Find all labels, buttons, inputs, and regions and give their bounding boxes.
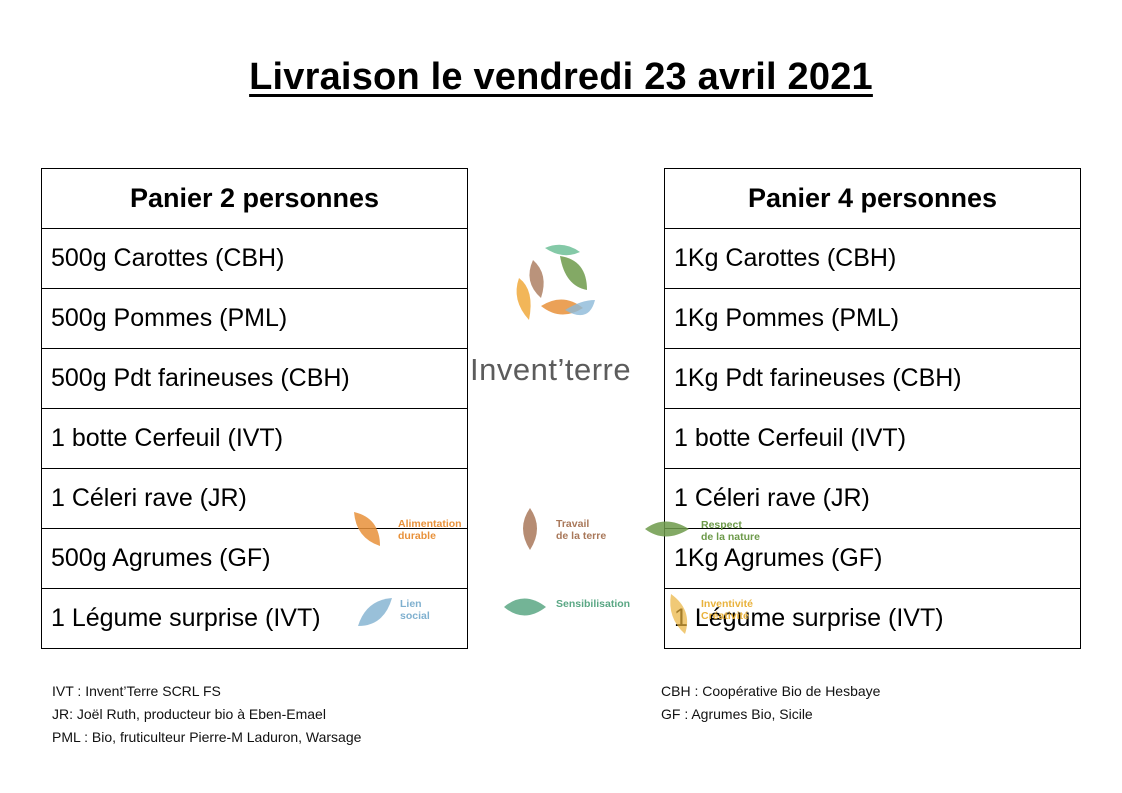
basket-2-table: Panier 2 personnes 500g Carottes (CBH) 5…: [41, 168, 468, 649]
legend-item: IVT : Invent’Terre SCRL FS: [52, 683, 221, 699]
value-label-inventivite: Inventivité Créativité: [701, 598, 753, 622]
table-row: 500g Pdt farineuses (CBH): [41, 348, 468, 409]
value-label-sensibilisation: Sensibilisation: [556, 598, 631, 610]
leaf-icon: [504, 598, 546, 616]
legend-item: PML : Bio, fruticulteur Pierre-M Laduron…: [52, 729, 362, 745]
legend-item: CBH : Coopérative Bio de Hesbaye: [661, 683, 881, 699]
table-row: 1Kg Pommes (PML): [664, 288, 1081, 349]
legend-item: JR: Joël Ruth, producteur bio à Eben-Ema…: [52, 706, 326, 722]
leaf-icon: [645, 521, 689, 537]
value-label-lien: Lien social: [400, 598, 430, 622]
legend-item: GF : Agrumes Bio, Sicile: [661, 706, 813, 722]
leaf-icon: [358, 598, 392, 626]
page-title: Livraison le vendredi 23 avril 2021: [249, 56, 873, 98]
basket-4-header: Panier 4 personnes: [664, 168, 1081, 229]
legend-left: IVT : Invent’Terre SCRL FS JR: Joël Ruth…: [52, 680, 361, 749]
leaf-icon: [354, 512, 380, 546]
table-row: 1 botte Cerfeuil (IVT): [41, 408, 468, 469]
basket-4-table: Panier 4 personnes 1Kg Carottes (CBH) 1K…: [664, 168, 1081, 649]
table-row: 1Kg Pdt farineuses (CBH): [664, 348, 1081, 409]
value-label-respect: Respect de la nature: [701, 519, 760, 543]
table-row: 500g Pommes (PML): [41, 288, 468, 349]
logo-text: Invent’terre: [470, 352, 632, 387]
leaf-icon: [523, 508, 537, 550]
table-row: 500g Carottes (CBH): [41, 228, 468, 289]
table-row: 1 Légume surprise (IVT): [41, 588, 468, 649]
basket-2-header: Panier 2 personnes: [41, 168, 468, 229]
table-row: 1Kg Carottes (CBH): [664, 228, 1081, 289]
table-row: 500g Agrumes (GF): [41, 528, 468, 589]
leaf-icon: [670, 594, 688, 634]
logo-icon: [516, 244, 595, 320]
value-label-travail: Travail de la terre: [556, 518, 607, 542]
table-row: 1 Céleri rave (JR): [41, 468, 468, 529]
table-row: 1 Légume surprise (IVT): [664, 588, 1081, 649]
legend-right: CBH : Coopérative Bio de Hesbaye GF : Ag…: [661, 680, 880, 726]
value-label-alimentation: Alimentation durable: [398, 518, 462, 542]
table-row: 1 botte Cerfeuil (IVT): [664, 408, 1081, 469]
